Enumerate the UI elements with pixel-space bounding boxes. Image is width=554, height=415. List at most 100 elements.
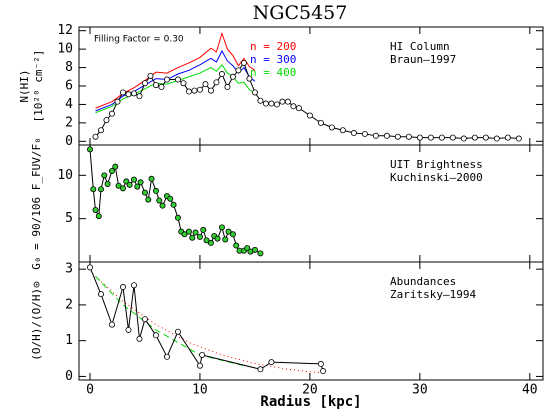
data-point <box>202 81 209 88</box>
data-point <box>104 180 111 187</box>
series-line <box>95 275 245 367</box>
data-point <box>222 236 229 243</box>
data-point <box>306 112 313 119</box>
data-point <box>112 163 119 170</box>
data-point <box>317 119 324 126</box>
data-point <box>295 105 302 112</box>
data-point <box>339 127 346 134</box>
data-point <box>174 214 181 221</box>
data-point <box>262 100 269 107</box>
data-point <box>119 185 126 192</box>
data-point <box>103 117 110 124</box>
data-point <box>152 332 159 339</box>
chart-title: NGC5457 <box>253 2 348 24</box>
data-point <box>240 59 247 66</box>
data-point <box>101 172 108 179</box>
data-point <box>185 88 192 95</box>
y-tick-label: 12 <box>57 23 73 38</box>
series-line <box>95 63 256 114</box>
data-point <box>224 83 231 90</box>
data-point <box>130 176 137 183</box>
data-point <box>416 134 423 141</box>
data-point <box>394 133 401 140</box>
data-point <box>218 224 225 231</box>
data-point <box>167 195 174 202</box>
data-point <box>152 82 159 89</box>
data-point <box>196 86 203 93</box>
data-point <box>257 250 264 257</box>
y-tick-label: 4 <box>65 97 73 112</box>
data-point <box>92 133 99 140</box>
y-tick-label: 1 <box>65 333 73 348</box>
data-point <box>141 316 148 323</box>
data-point <box>213 79 220 86</box>
y-tick-label: 0 <box>65 134 73 149</box>
data-point <box>189 234 196 241</box>
data-point <box>196 362 203 369</box>
data-point <box>251 89 258 96</box>
data-point <box>148 175 155 182</box>
data-point <box>136 335 143 342</box>
annotation: UIT Brightness <box>390 158 483 171</box>
series-line <box>95 275 321 374</box>
data-point <box>95 213 102 220</box>
data-point <box>284 98 291 105</box>
data-point <box>174 76 181 83</box>
data-point <box>207 87 214 94</box>
y-tick-label: 8 <box>65 60 73 75</box>
data-point <box>192 229 199 236</box>
x-tick-label: 40 <box>522 383 538 398</box>
data-point <box>273 101 280 108</box>
y-tick-label: 2 <box>65 115 73 130</box>
data-point <box>191 87 198 94</box>
y-axis-label: N(HI) <box>18 69 31 102</box>
data-point <box>372 132 379 139</box>
data-point <box>92 206 99 213</box>
x-tick-label: 20 <box>302 383 318 398</box>
x-tick-label: 30 <box>412 383 428 398</box>
series-line <box>95 31 256 109</box>
y-tick-label: 10 <box>57 168 73 183</box>
y-axis-label: (O/H)/(O/H)⊙ <box>30 281 43 360</box>
data-point <box>427 134 434 141</box>
data-point <box>185 228 192 235</box>
data-point <box>233 242 240 249</box>
annotation: Braun–1997 <box>390 53 456 66</box>
y-tick-label: 2 <box>65 297 73 312</box>
data-point <box>257 366 264 373</box>
data-point <box>214 235 221 242</box>
data-point <box>119 284 126 291</box>
note: Filling Factor = 0.30 <box>94 35 184 45</box>
data-point <box>86 146 93 153</box>
y-tick-label: 0 <box>65 369 73 384</box>
data-point <box>159 202 166 209</box>
data-point <box>141 189 148 196</box>
y-axis-label: G₀ = 90/106 F_FUV/F₀ <box>30 137 43 269</box>
data-point <box>137 179 144 186</box>
plot-frame <box>78 26 544 146</box>
data-point <box>290 103 297 110</box>
data-point <box>152 187 159 194</box>
data-point <box>86 264 93 271</box>
x-axis-label: Radius [kpc] <box>260 394 361 410</box>
annotation: Zaritsky–1994 <box>390 288 476 301</box>
data-point <box>225 228 232 235</box>
data-point <box>251 246 258 253</box>
data-point <box>97 186 104 193</box>
data-point <box>125 91 132 98</box>
data-point <box>126 181 133 188</box>
data-point <box>125 326 132 333</box>
data-point <box>200 226 207 233</box>
data-point <box>405 133 412 140</box>
data-point <box>438 134 445 141</box>
data-point <box>449 134 456 141</box>
y-tick-label: 5 <box>65 211 73 226</box>
data-point <box>134 183 141 190</box>
data-point <box>257 97 264 104</box>
data-point <box>114 98 121 105</box>
data-point <box>108 321 115 328</box>
data-point <box>235 67 242 74</box>
series-line <box>89 267 324 372</box>
data-point <box>196 233 203 240</box>
